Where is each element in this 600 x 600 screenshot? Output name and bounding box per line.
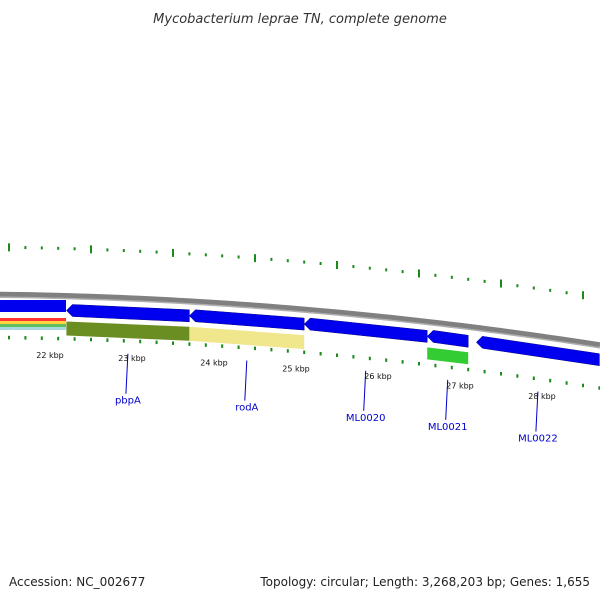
gene-track [0,300,600,366]
left-band-yellow [0,321,66,324]
gene-label-ml0022: ML0022 [518,434,558,445]
gene-arrow-roda [189,309,305,331]
left-band-green [0,324,66,327]
tick-label-28kbp: 28 kbp [528,392,556,401]
tick-label-23kbp: 23 kbp [118,354,146,363]
feature-band-roda [189,326,305,350]
gene-label-leader [535,391,539,432]
map-title: Mycobacterium leprae TN, complete genome [153,12,447,27]
gene-label-ml0020: ML0020 [346,413,386,424]
gene-label-leader [125,353,129,394]
gene-arrow-pbpa [66,304,190,323]
tick-label-26kbp: 26 kbp [364,372,392,381]
gene-arrow-ml0021 [426,330,469,348]
outer-tick-row [8,243,584,300]
feature-band-pbpa [66,321,190,341]
genome-summary-text: Topology: circular; Length: 3,268,203 bp… [259,575,590,589]
tick-labels: 22 kbp 23 kbp 24 kbp 25 kbp 26 kbp 27 kbp 28 k… [36,351,556,401]
gene-label-roda: rodA [235,403,258,414]
gene-label-pbpa: pbpA [115,396,141,407]
inner-tick-row [8,335,600,390]
tick-label-24kbp: 24 kbp [200,358,228,367]
tick-label-27kbp: 27 kbp [446,381,474,390]
left-band-red [0,318,66,321]
tick-label-25kbp: 25 kbp [282,364,310,373]
gene-labels: pbpA rodA ML0020 ML0021 ML0022 [115,353,558,445]
feature-band-ml0021 [427,347,469,365]
genome-backbone-shadow [0,296,600,349]
gene-label-leader [244,360,248,401]
genome-backbone [0,291,600,348]
tick-label-22kbp: 22 kbp [36,351,64,360]
gene-arrow-left-fragment [0,300,66,312]
gene-label-ml0021: ML0021 [428,422,468,433]
accession-text: Accession: NC_002677 [9,575,145,589]
left-band-cyan [0,327,66,330]
left-feature-bands [0,318,66,330]
gene-arrow-ml0022 [476,336,600,366]
gene-label-leader [363,370,367,411]
gene-label-leader [445,379,449,420]
